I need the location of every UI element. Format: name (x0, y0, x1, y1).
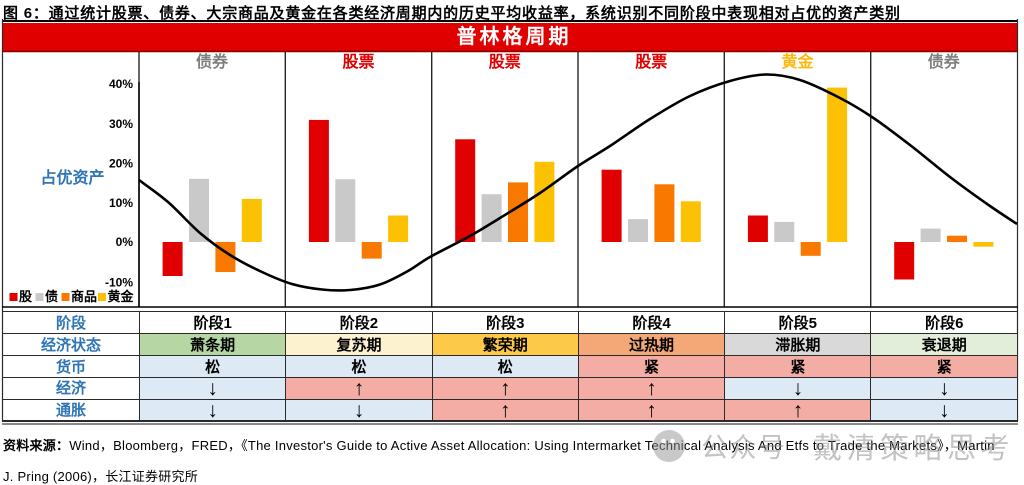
svg-text:股票: 股票 (342, 53, 374, 71)
svg-text:股票: 股票 (489, 53, 521, 71)
svg-text:债券: 债券 (928, 52, 961, 71)
svg-text:黄金: 黄金 (781, 52, 814, 71)
svg-text:商品: 商品 (71, 289, 97, 304)
svg-text:债: 债 (45, 289, 58, 304)
svg-text:股票: 股票 (635, 53, 667, 71)
svg-text:10%: 10% (109, 196, 133, 210)
svg-text:20%: 20% (109, 157, 133, 171)
svg-text:戴清策略思考: 戴清策略思考 (813, 432, 1014, 465)
svg-text:债券: 债券 (196, 52, 229, 71)
svg-text:股: 股 (19, 289, 32, 304)
svg-text:40%: 40% (109, 77, 133, 91)
svg-text:公众号: 公众号 (701, 433, 787, 463)
svg-text:0%: 0% (116, 235, 134, 249)
svg-text:30%: 30% (109, 117, 133, 131)
svg-text:占优资产: 占优资产 (40, 168, 104, 187)
svg-text:黄金: 黄金 (108, 289, 135, 304)
svg-text:-10%: -10% (105, 276, 133, 290)
